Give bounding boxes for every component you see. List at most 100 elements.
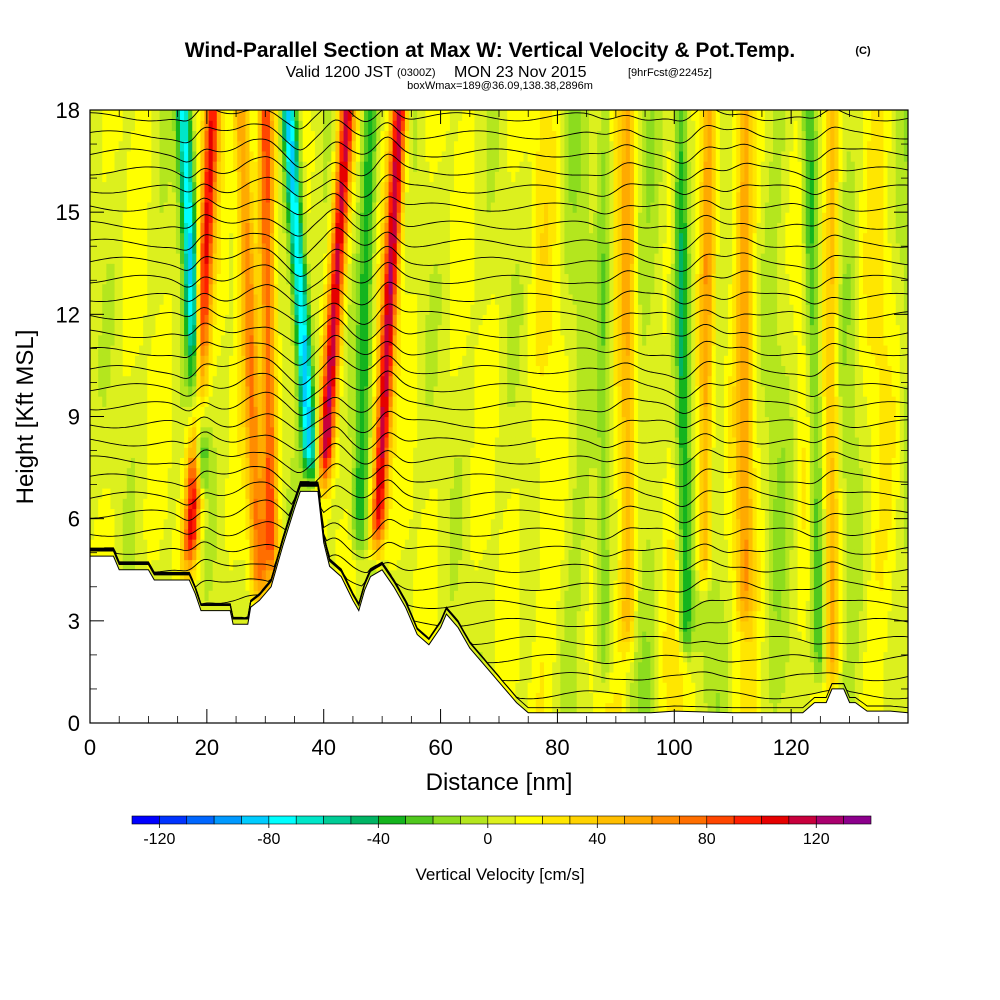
w-cell <box>343 191 349 203</box>
w-cell <box>384 232 390 244</box>
w-cell <box>409 477 414 489</box>
w-cell <box>314 110 320 121</box>
w-cell <box>364 518 369 530</box>
w-cell <box>90 488 95 499</box>
w-cell <box>413 242 418 254</box>
w-cell <box>278 457 283 469</box>
w-cell <box>110 324 116 336</box>
w-cell <box>224 120 230 132</box>
w-cell <box>355 488 361 499</box>
w-cell <box>417 426 422 438</box>
w-cell <box>167 416 173 428</box>
w-cell <box>347 539 353 550</box>
w-cell <box>130 426 136 438</box>
w-cell <box>163 273 169 285</box>
w-cell <box>392 263 398 275</box>
w-cell <box>404 181 410 193</box>
w-cell <box>171 426 177 438</box>
w-cell <box>339 477 345 489</box>
w-cell <box>245 181 251 193</box>
w-cell <box>265 293 271 305</box>
w-cell <box>347 457 353 469</box>
w-cell <box>400 242 406 254</box>
w-cell <box>339 416 345 428</box>
w-cell <box>167 406 173 418</box>
w-cell <box>298 181 304 193</box>
w-cell <box>175 406 181 418</box>
w-cell <box>319 140 324 152</box>
w-cell <box>171 283 177 295</box>
w-cell <box>286 161 292 172</box>
w-cell <box>98 406 103 418</box>
w-cell <box>118 498 124 510</box>
w-cell <box>179 539 185 550</box>
w-cell <box>118 375 124 387</box>
w-cell <box>294 222 300 234</box>
w-cell <box>298 467 304 479</box>
w-cell <box>130 528 136 540</box>
w-cell <box>274 549 279 561</box>
w-cell <box>278 222 283 234</box>
w-cell <box>413 365 418 377</box>
w-cell <box>171 436 177 448</box>
w-cell <box>380 283 386 295</box>
w-cell <box>359 110 365 121</box>
w-cell <box>282 406 287 418</box>
w-cell <box>261 293 267 305</box>
w-cell <box>413 600 418 612</box>
w-cell <box>175 334 181 346</box>
w-cell <box>233 447 238 458</box>
w-cell <box>155 447 161 458</box>
w-cell <box>278 120 283 132</box>
w-cell <box>380 161 386 172</box>
w-cell <box>130 150 136 162</box>
w-cell <box>331 232 336 244</box>
w-cell <box>425 457 431 469</box>
w-cell <box>257 518 263 530</box>
w-cell <box>421 253 426 264</box>
w-cell <box>364 355 369 367</box>
w-cell <box>204 150 210 162</box>
w-cell <box>220 396 226 407</box>
w-cell <box>196 579 202 591</box>
w-cell <box>98 518 103 530</box>
w-cell <box>409 171 414 183</box>
w-cell <box>425 304 431 315</box>
w-cell <box>331 273 336 285</box>
w-cell <box>245 355 251 367</box>
w-cell <box>372 293 377 305</box>
w-cell <box>372 130 377 142</box>
w-cell <box>368 365 373 377</box>
w-cell <box>220 528 226 540</box>
w-cell <box>290 447 296 458</box>
w-cell <box>241 549 247 561</box>
w-cell <box>159 334 165 346</box>
w-cell <box>208 436 214 448</box>
w-cell <box>106 314 112 326</box>
w-cell <box>347 396 353 407</box>
w-cell <box>364 110 369 121</box>
w-cell <box>253 253 259 264</box>
w-cell <box>151 375 157 387</box>
w-cell <box>151 467 157 479</box>
w-cell <box>147 467 152 479</box>
w-cell <box>269 518 275 530</box>
w-cell <box>351 559 357 571</box>
w-cell <box>372 426 377 438</box>
w-cell <box>196 324 202 336</box>
w-cell <box>94 457 99 469</box>
w-cell <box>388 263 394 275</box>
w-cell <box>323 212 328 223</box>
w-cell <box>151 304 157 315</box>
w-cell <box>159 447 165 458</box>
w-cell <box>376 293 381 305</box>
w-cell <box>409 263 414 275</box>
w-cell <box>147 498 152 510</box>
w-cell <box>421 447 426 458</box>
w-cell <box>282 273 287 285</box>
w-cell <box>200 518 206 530</box>
w-cell <box>294 324 300 336</box>
w-cell <box>331 355 336 367</box>
w-cell <box>392 467 398 479</box>
w-cell <box>396 212 402 223</box>
